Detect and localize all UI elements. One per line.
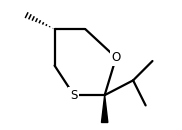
- Polygon shape: [102, 95, 108, 122]
- Text: S: S: [70, 89, 78, 102]
- Text: O: O: [111, 51, 121, 64]
